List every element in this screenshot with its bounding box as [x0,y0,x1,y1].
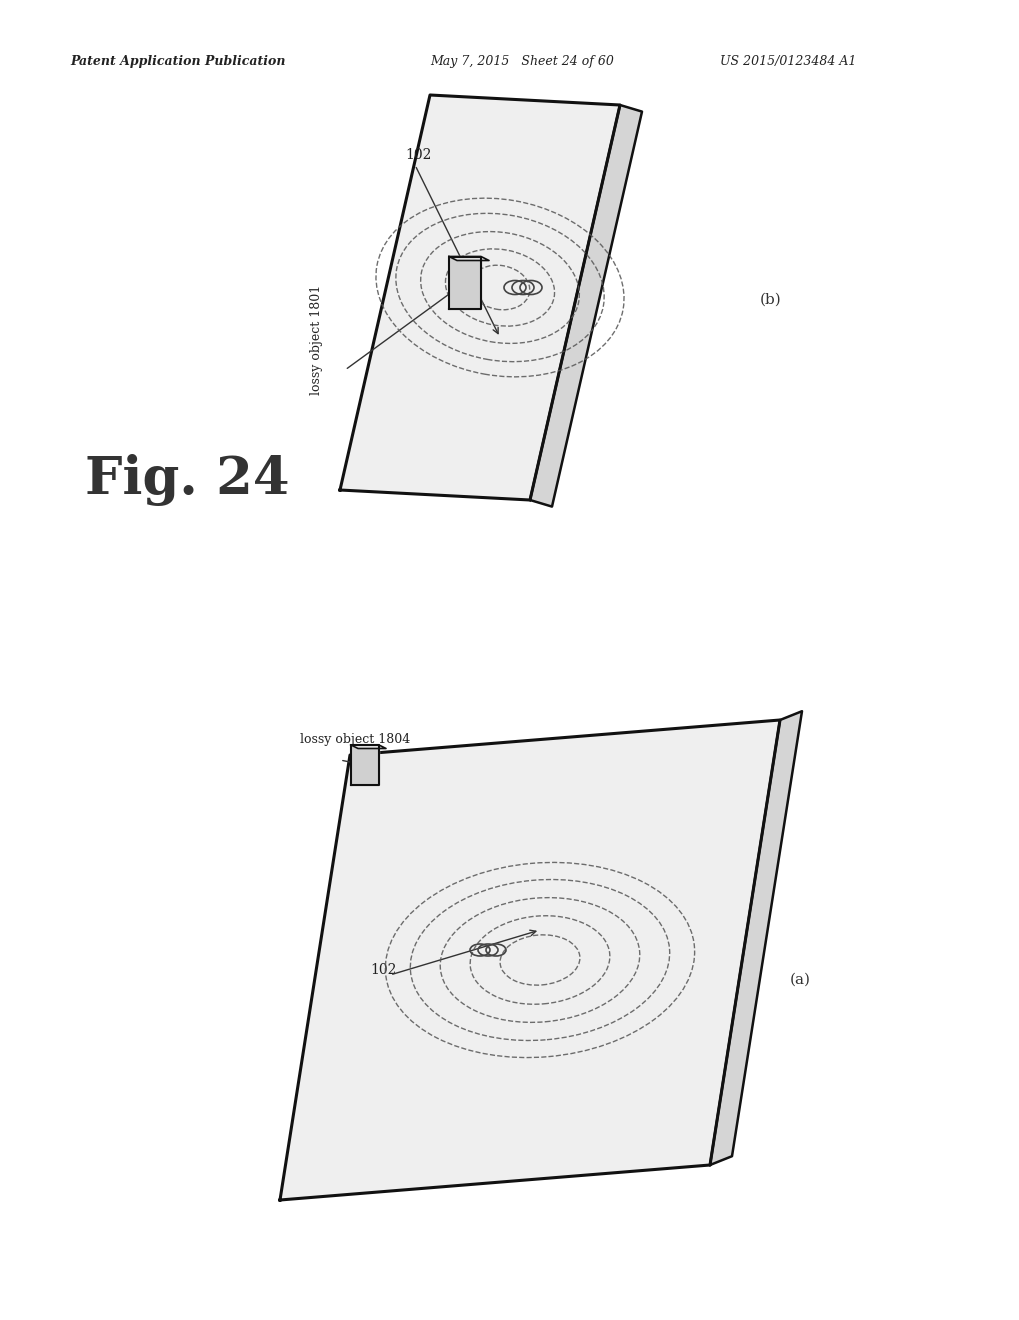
Polygon shape [339,95,620,500]
Text: Patent Application Publication: Patent Application Publication [70,55,285,69]
Polygon shape [448,256,481,309]
Polygon shape [351,744,385,748]
Text: 102: 102 [370,964,396,977]
Text: lossy object 1801: lossy object 1801 [310,285,323,395]
Polygon shape [448,256,488,260]
Text: lossy object 1804: lossy object 1804 [300,734,410,747]
Polygon shape [530,106,641,507]
Text: Fig. 24: Fig. 24 [85,454,289,506]
Text: US 2015/0123484 A1: US 2015/0123484 A1 [719,55,856,69]
Text: (b): (b) [759,293,781,308]
Text: (a): (a) [790,973,810,987]
Polygon shape [280,719,780,1200]
Polygon shape [351,744,379,785]
Text: May 7, 2015   Sheet 24 of 60: May 7, 2015 Sheet 24 of 60 [430,55,613,69]
Polygon shape [709,711,801,1166]
Text: 102: 102 [405,148,431,162]
